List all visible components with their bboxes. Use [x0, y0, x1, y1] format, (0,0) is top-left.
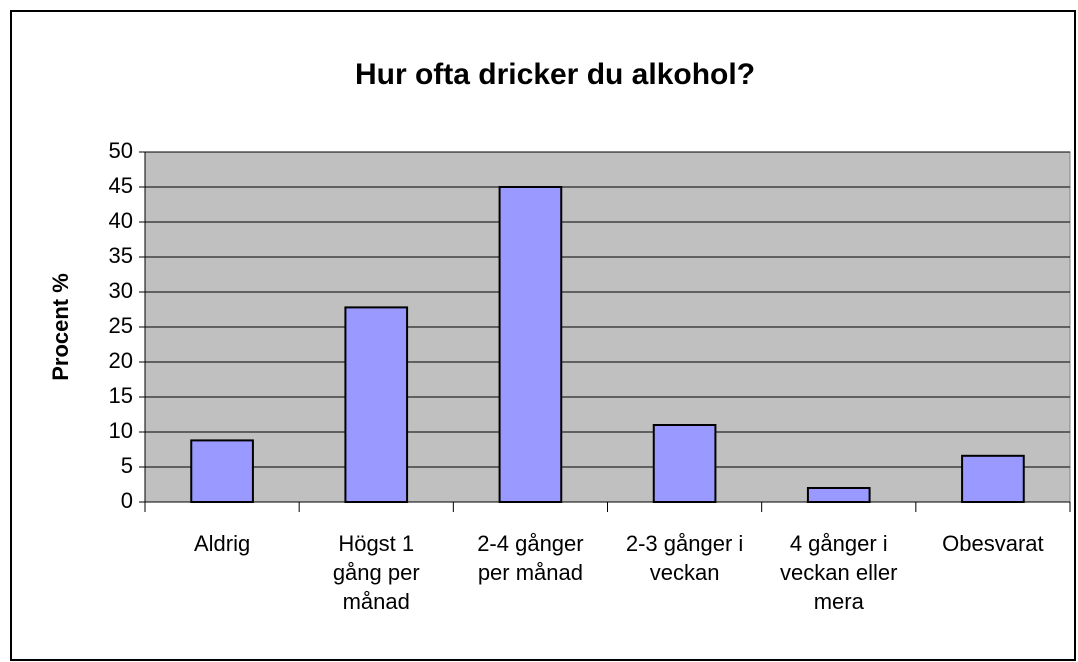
y-tick-label: 25	[109, 313, 133, 338]
y-tick-label: 5	[121, 453, 133, 478]
bar	[344, 306, 409, 503]
y-tick-label: 0	[121, 488, 133, 513]
y-tick-label: 20	[109, 348, 133, 373]
x-tick-label: 2-3 gånger i veckan	[625, 531, 744, 585]
chart-title: Hur ofta dricker du alkohol?	[355, 58, 755, 91]
y-tick-label: 40	[109, 208, 133, 233]
x-tick-label: Obesvarat	[942, 531, 1044, 556]
y-tick-label: 45	[109, 173, 133, 198]
bar	[190, 439, 254, 503]
y-tick-label: 50	[109, 138, 133, 163]
bar	[652, 424, 717, 503]
y-tick-label: 35	[109, 243, 133, 268]
bar	[961, 454, 1025, 503]
x-tick-label: 4 gånger i veckan eller mera	[780, 531, 898, 614]
bar	[498, 186, 563, 503]
y-tick-label: 10	[109, 418, 133, 443]
x-tick-label: 2-4 gånger per månad	[477, 531, 584, 585]
x-tick-label: Aldrig	[193, 531, 251, 556]
x-tick-label: Högst 1 gång per månad	[332, 531, 420, 614]
bar	[806, 487, 871, 503]
y-tick-label: 15	[109, 383, 133, 408]
y-axis-title: Procent %	[48, 273, 73, 381]
y-tick-label: 30	[109, 278, 133, 303]
